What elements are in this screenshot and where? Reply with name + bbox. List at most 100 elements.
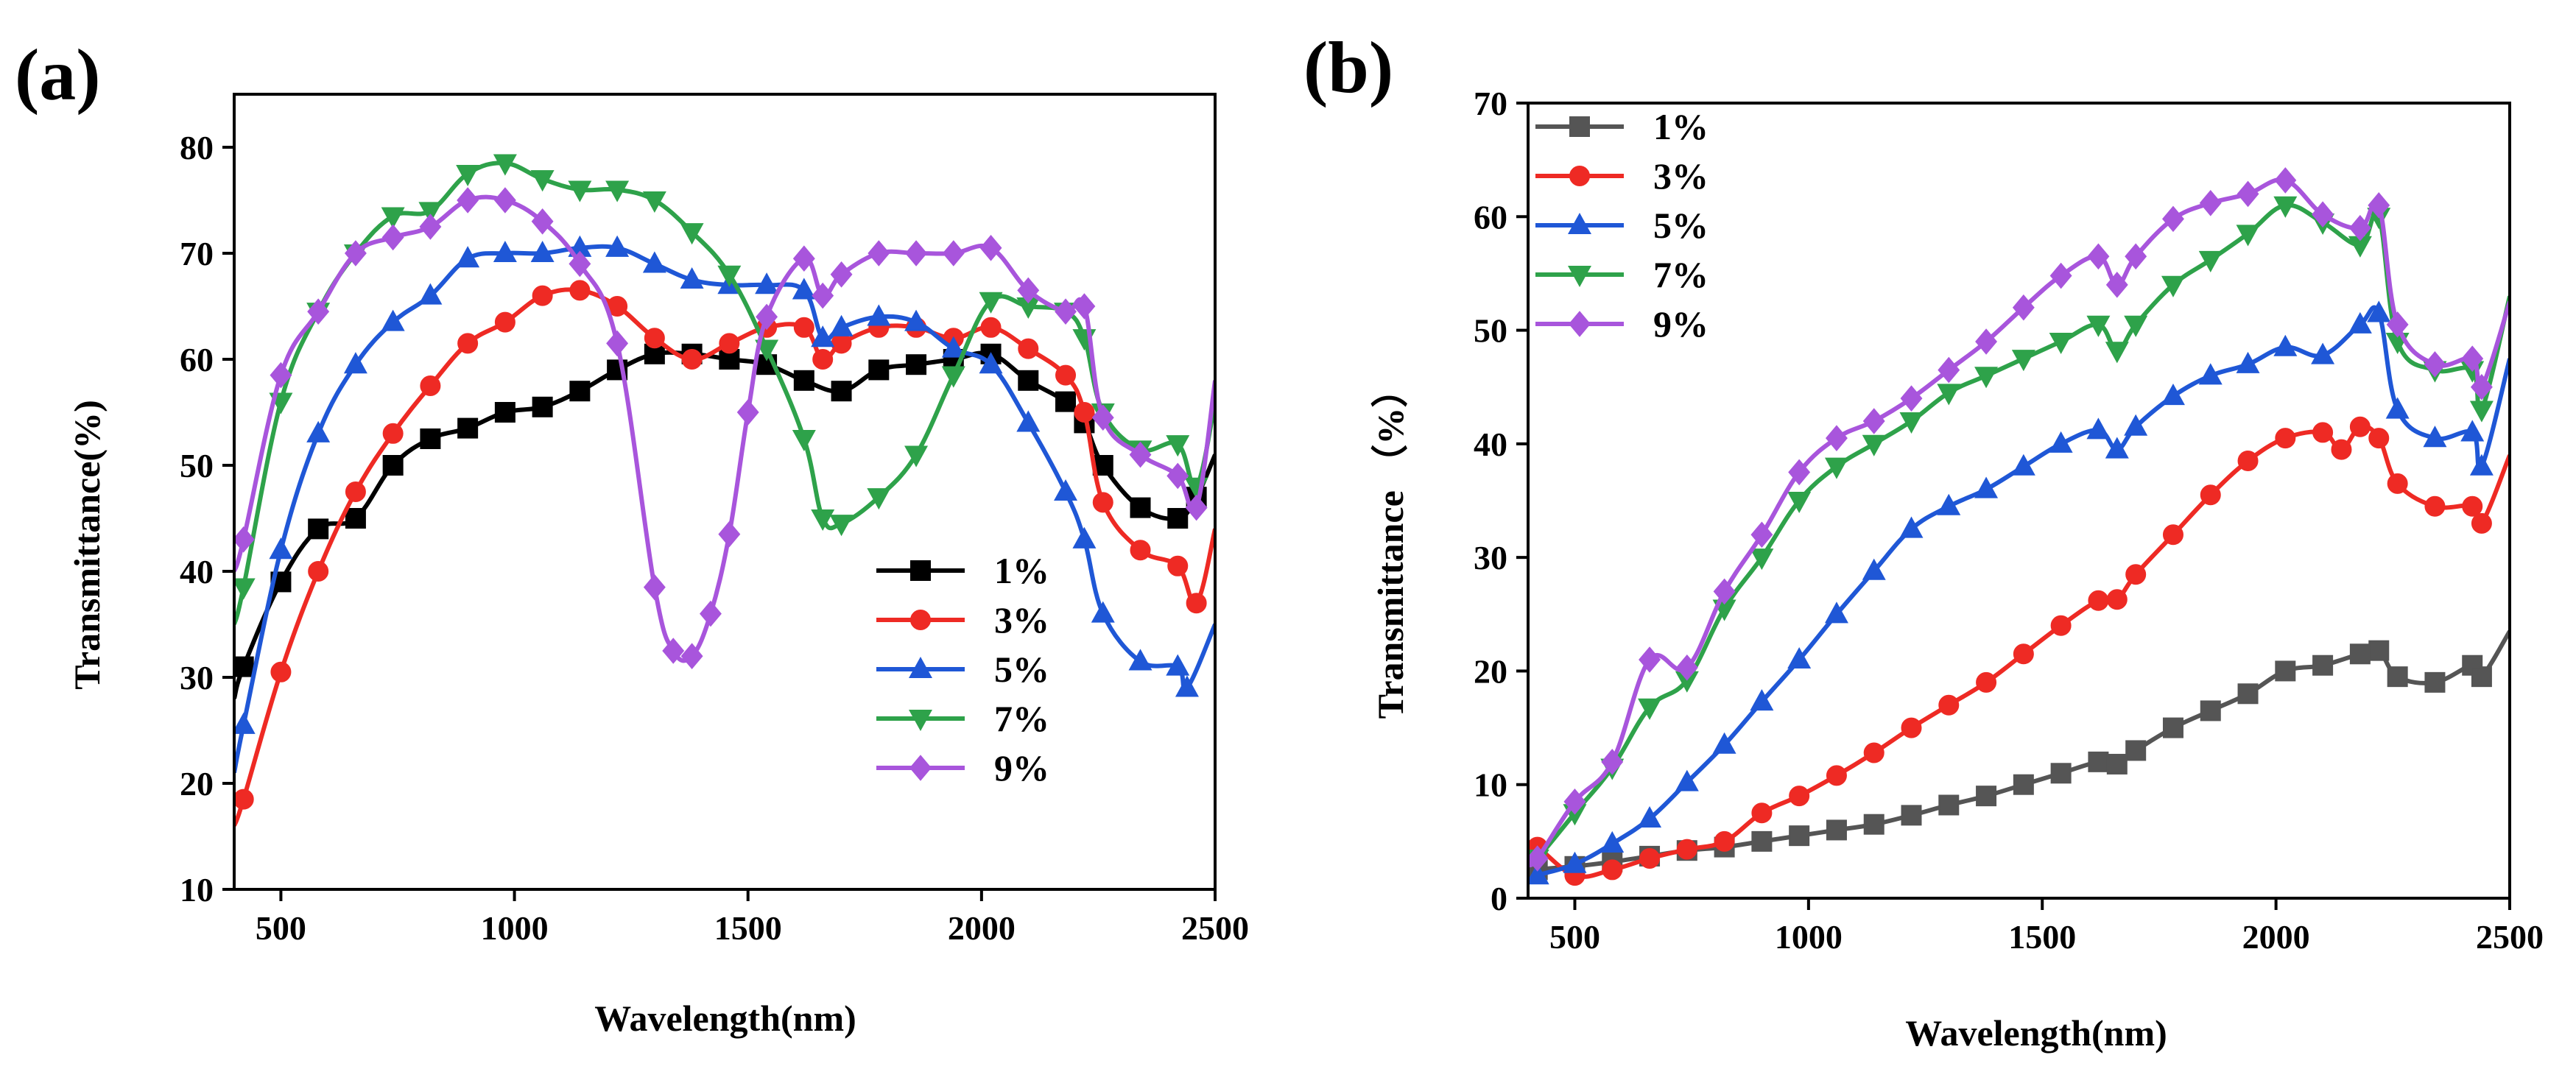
plot-area-b: 500 1000 1500 2000 2500 0 10 20 30 40 50 60 70 1% 3% 5%… [1474, 85, 2544, 956]
legend-marker [909, 755, 932, 781]
data-point [941, 336, 965, 358]
data-point [831, 381, 852, 402]
x-axis-title-a: Wavelength(nm) [594, 998, 856, 1039]
data-point [1601, 749, 1624, 775]
data-point [494, 311, 515, 333]
series-line-5% [234, 244, 1215, 774]
x-tick-label: 500 [256, 909, 306, 947]
x-tick-label: 2000 [2242, 918, 2310, 956]
data-point [569, 381, 591, 402]
data-point [718, 521, 741, 548]
data-point [2013, 643, 2034, 665]
data-point [2348, 214, 2371, 241]
data-point [2275, 660, 2296, 682]
data-point [530, 170, 555, 192]
data-point [1128, 649, 1152, 671]
data-point [2198, 363, 2223, 385]
data-point [2312, 422, 2334, 443]
data-point [1018, 338, 1039, 359]
legend-label: 5% [994, 649, 1049, 690]
data-point [1863, 742, 1885, 763]
data-point [381, 224, 404, 251]
legend-marker [1568, 265, 1591, 288]
data-point [1788, 459, 1811, 486]
data-point [234, 788, 254, 810]
data-point [2273, 196, 2298, 218]
data-point [381, 207, 405, 229]
data-point [681, 349, 703, 370]
data-point [1017, 277, 1040, 304]
x-tick-label: 500 [1549, 918, 1600, 956]
data-point [1862, 434, 1886, 456]
data-point [568, 180, 592, 202]
data-point [1167, 508, 1189, 529]
y-tick-label: 10 [1474, 766, 1507, 804]
data-point [419, 214, 442, 240]
legend-marker [909, 709, 932, 732]
data-point [456, 164, 480, 187]
data-point [345, 481, 366, 502]
data-point [345, 508, 366, 529]
data-point [2200, 484, 2221, 506]
data-point [812, 349, 834, 370]
data-point [1862, 408, 1885, 434]
data-point [1528, 845, 1549, 872]
data-point [1018, 370, 1039, 391]
data-point [307, 298, 330, 325]
data-point [1787, 491, 1812, 514]
data-point [2275, 428, 2296, 449]
x-axis-title-b: Wavelength(nm) [1905, 1012, 2167, 1054]
data-point [1751, 830, 1773, 852]
data-point [1676, 839, 1697, 860]
data-point [2125, 243, 2147, 270]
data-point [1824, 601, 1848, 624]
y-tick-label: 80 [180, 129, 214, 166]
data-point [830, 261, 853, 288]
data-point [1937, 493, 1961, 515]
data-point [2088, 590, 2109, 611]
data-point [420, 428, 441, 449]
data-point [2460, 420, 2485, 442]
data-point [1712, 732, 1736, 754]
data-point [2424, 671, 2446, 693]
data-point [2237, 451, 2259, 471]
data-point [1826, 765, 1847, 786]
y-tick-label: 20 [1474, 652, 1507, 690]
data-point [2086, 315, 2111, 337]
data-point [606, 330, 629, 357]
data-point [1175, 675, 1199, 697]
data-point [1638, 698, 1662, 720]
data-point [812, 282, 834, 309]
data-point [2274, 167, 2297, 194]
data-point [2049, 332, 2073, 355]
data-point [980, 317, 1002, 338]
data-point [234, 712, 256, 734]
legend-marker [1569, 166, 1590, 186]
data-point [569, 280, 591, 301]
y-tick-label: 20 [180, 765, 214, 802]
x-tick-label: 1000 [481, 909, 549, 947]
data-point [2161, 384, 2185, 406]
data-point [2469, 401, 2494, 423]
plot-area-a: 500 1000 1500 2000 2500 10 20 30 40 50 60 70 80 1% 3% 5… [180, 93, 1249, 947]
data-point [942, 240, 965, 267]
data-point [644, 328, 665, 349]
data-point [2423, 426, 2447, 448]
plot-frame [1527, 102, 2511, 900]
series-7% [1528, 196, 2510, 872]
y-axis-title-b: Transmittance （%） [1370, 371, 1411, 719]
data-point [2086, 417, 2111, 440]
data-point [493, 187, 516, 214]
data-point [792, 278, 816, 300]
data-point [1825, 425, 1848, 451]
data-point [308, 561, 329, 582]
data-point [1899, 412, 1924, 434]
data-point [234, 656, 254, 677]
data-point [494, 402, 515, 423]
data-point [2368, 192, 2390, 219]
data-point [2470, 373, 2493, 401]
data-point [1638, 805, 1662, 828]
data-point [1901, 805, 1922, 826]
data-point [1602, 859, 1623, 881]
data-point [2125, 564, 2147, 585]
